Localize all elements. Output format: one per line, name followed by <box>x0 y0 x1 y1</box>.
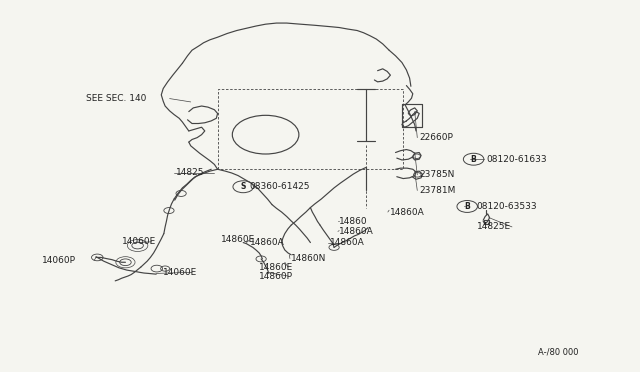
Text: 14860E: 14860E <box>221 235 255 244</box>
Circle shape <box>457 201 477 212</box>
Text: 23785N: 23785N <box>419 170 454 179</box>
Text: 23781M: 23781M <box>419 186 456 195</box>
Text: S: S <box>241 182 246 191</box>
Text: B: B <box>471 155 476 164</box>
Text: A-/80 000: A-/80 000 <box>538 347 578 356</box>
Text: 14860A: 14860A <box>339 227 374 236</box>
Text: 22660P: 22660P <box>419 133 453 142</box>
Text: B: B <box>465 202 470 211</box>
Circle shape <box>233 181 253 193</box>
Text: 08360-61425: 08360-61425 <box>250 182 310 191</box>
Text: 08120-63533: 08120-63533 <box>477 202 538 211</box>
Text: 14825E: 14825E <box>477 222 511 231</box>
Text: 14860P: 14860P <box>259 272 293 280</box>
Text: 14825: 14825 <box>176 169 205 177</box>
Text: 14860: 14860 <box>339 217 368 226</box>
Text: 14060E: 14060E <box>122 237 156 246</box>
Text: 08120-61633: 08120-61633 <box>486 155 547 164</box>
Text: 14860A: 14860A <box>250 238 284 247</box>
Text: 14060P: 14060P <box>42 256 76 265</box>
Text: SEE SEC. 140: SEE SEC. 140 <box>86 94 147 103</box>
Text: 14860E: 14860E <box>259 263 294 272</box>
Text: 14860A: 14860A <box>390 208 425 217</box>
Text: 14860A: 14860A <box>330 238 364 247</box>
Text: 14860N: 14860N <box>291 254 326 263</box>
Circle shape <box>463 153 484 165</box>
Text: 14060E: 14060E <box>163 268 198 277</box>
